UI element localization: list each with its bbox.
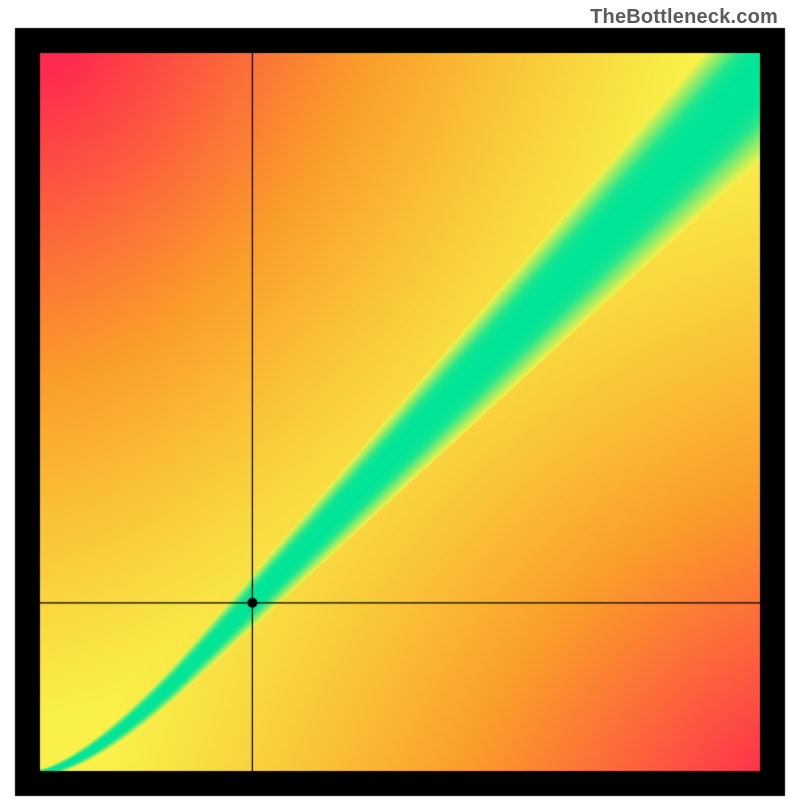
chart-container: TheBottleneck.com: [0, 0, 800, 800]
bottleneck-heatmap: [0, 0, 800, 800]
watermark-label: TheBottleneck.com: [590, 6, 778, 29]
